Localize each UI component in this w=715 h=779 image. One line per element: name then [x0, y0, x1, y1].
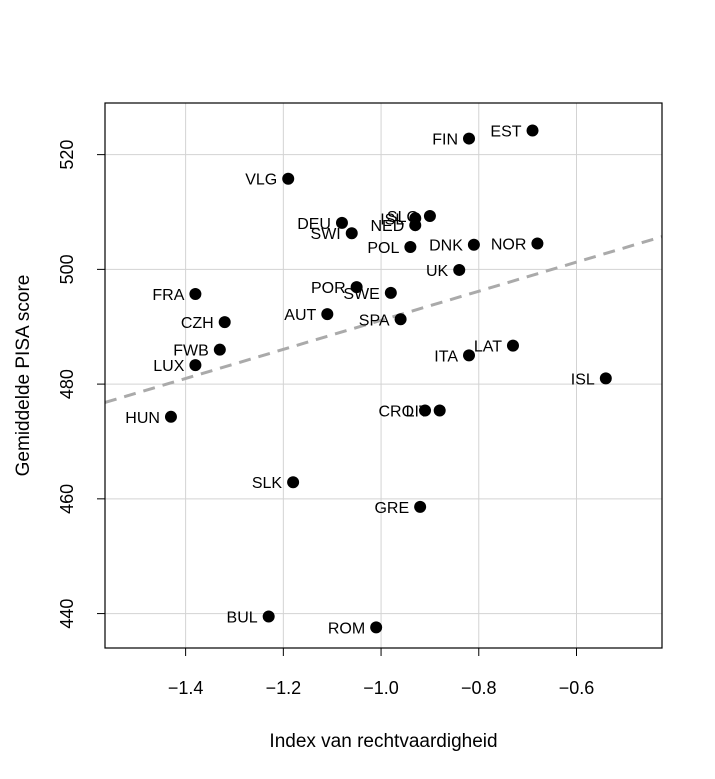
- data-point-slo: [423, 210, 436, 223]
- point-label-fin: FIN: [432, 132, 458, 149]
- point-label-vlg: VLG: [245, 172, 277, 189]
- data-point-vlg: [282, 172, 295, 185]
- point-label-spa: SPA: [359, 312, 390, 329]
- data-point-cro: [419, 404, 432, 417]
- data-point-aut: [321, 308, 334, 321]
- point-label-fwb: FWB: [173, 343, 209, 360]
- x-tick-label: −0.8: [461, 678, 497, 698]
- point-label-est: EST: [490, 124, 521, 141]
- point-label-pol: POL: [367, 240, 399, 257]
- data-point-spa: [394, 313, 407, 326]
- y-axis-title: Gemiddelde PISA score: [13, 275, 34, 477]
- point-label-isl: ISL: [380, 211, 404, 228]
- point-label-por: POR: [311, 280, 346, 297]
- data-point-gre: [414, 500, 427, 513]
- data-point-nor: [531, 237, 544, 250]
- data-point-pol: [404, 240, 417, 253]
- point-label-deu: DEU: [297, 216, 331, 233]
- x-tick-label: −1.4: [168, 678, 204, 698]
- point-label-fra: FRA: [152, 287, 184, 304]
- data-point-est: [526, 124, 539, 137]
- data-point-lux: [189, 359, 202, 372]
- point-label-ita: ITA: [434, 348, 458, 365]
- point-label-lux: LUX: [153, 358, 184, 375]
- data-point-swi: [345, 227, 358, 240]
- trendline-group: [104, 235, 663, 404]
- data-point-fwb: [213, 343, 226, 356]
- point-label-rom: ROM: [328, 620, 365, 637]
- data-point-isl: [599, 372, 612, 385]
- point-label-aut: AUT: [284, 307, 316, 324]
- data-point-ned: [409, 219, 422, 232]
- y-axis: 440 460 480 500 520: [57, 140, 105, 629]
- data-point-bul: [262, 610, 275, 623]
- point-label-uk: UK: [426, 263, 449, 280]
- point-label-swe: SWE: [343, 286, 379, 303]
- data-point-czh: [218, 316, 231, 329]
- point-label-cro: CRO: [378, 403, 414, 420]
- data-point-fra: [189, 288, 202, 301]
- point-label-ned: NED: [370, 218, 404, 235]
- data-point-lat: [506, 339, 519, 352]
- point-label-hun: HUN: [125, 410, 160, 427]
- point-label-bul: BUL: [227, 609, 258, 626]
- y-tick-label: 480: [57, 369, 77, 399]
- point-label-slk: SLK: [252, 475, 283, 492]
- point-label-swi: SWI: [311, 226, 341, 243]
- y-tick-label: 440: [57, 599, 77, 629]
- grid: [105, 103, 662, 648]
- data-point-lit: [433, 404, 446, 417]
- data-point-por: [350, 281, 363, 294]
- data-point-deu: [335, 216, 348, 229]
- data-point-fin: [463, 132, 476, 145]
- x-tick-label: −0.6: [559, 678, 595, 698]
- x-axis-title: Index van rechtvaardigheid: [269, 731, 497, 752]
- data-point-slk: [287, 476, 300, 489]
- points-group: [164, 124, 612, 634]
- x-tick-label: −1.2: [266, 678, 302, 698]
- point-label-slo: SLO: [387, 209, 419, 226]
- point-label-nor: NOR: [491, 237, 527, 254]
- point-label-czh: CZH: [181, 315, 214, 332]
- data-point-uk: [453, 263, 466, 276]
- point-label-lat: LAT: [474, 339, 502, 356]
- point-label-gre: GRE: [374, 500, 409, 517]
- point-label-lit: LIT: [406, 403, 429, 420]
- x-tick-label: −1.0: [363, 678, 399, 698]
- point-label-dnk: DNK: [429, 238, 463, 255]
- data-point-ita: [463, 349, 476, 362]
- y-tick-label: 500: [57, 254, 77, 284]
- y-tick-label: 520: [57, 140, 77, 170]
- data-point-swe: [384, 286, 397, 299]
- y-tick-label: 460: [57, 484, 77, 514]
- x-axis: −1.4 −1.2 −1.0 −0.8 −0.6: [168, 647, 595, 698]
- trendline: [104, 235, 663, 404]
- data-point-rom: [370, 621, 383, 634]
- data-point-hun: [164, 410, 177, 423]
- data-point-dnk: [467, 238, 480, 251]
- point-label-isl: ISL: [571, 371, 595, 388]
